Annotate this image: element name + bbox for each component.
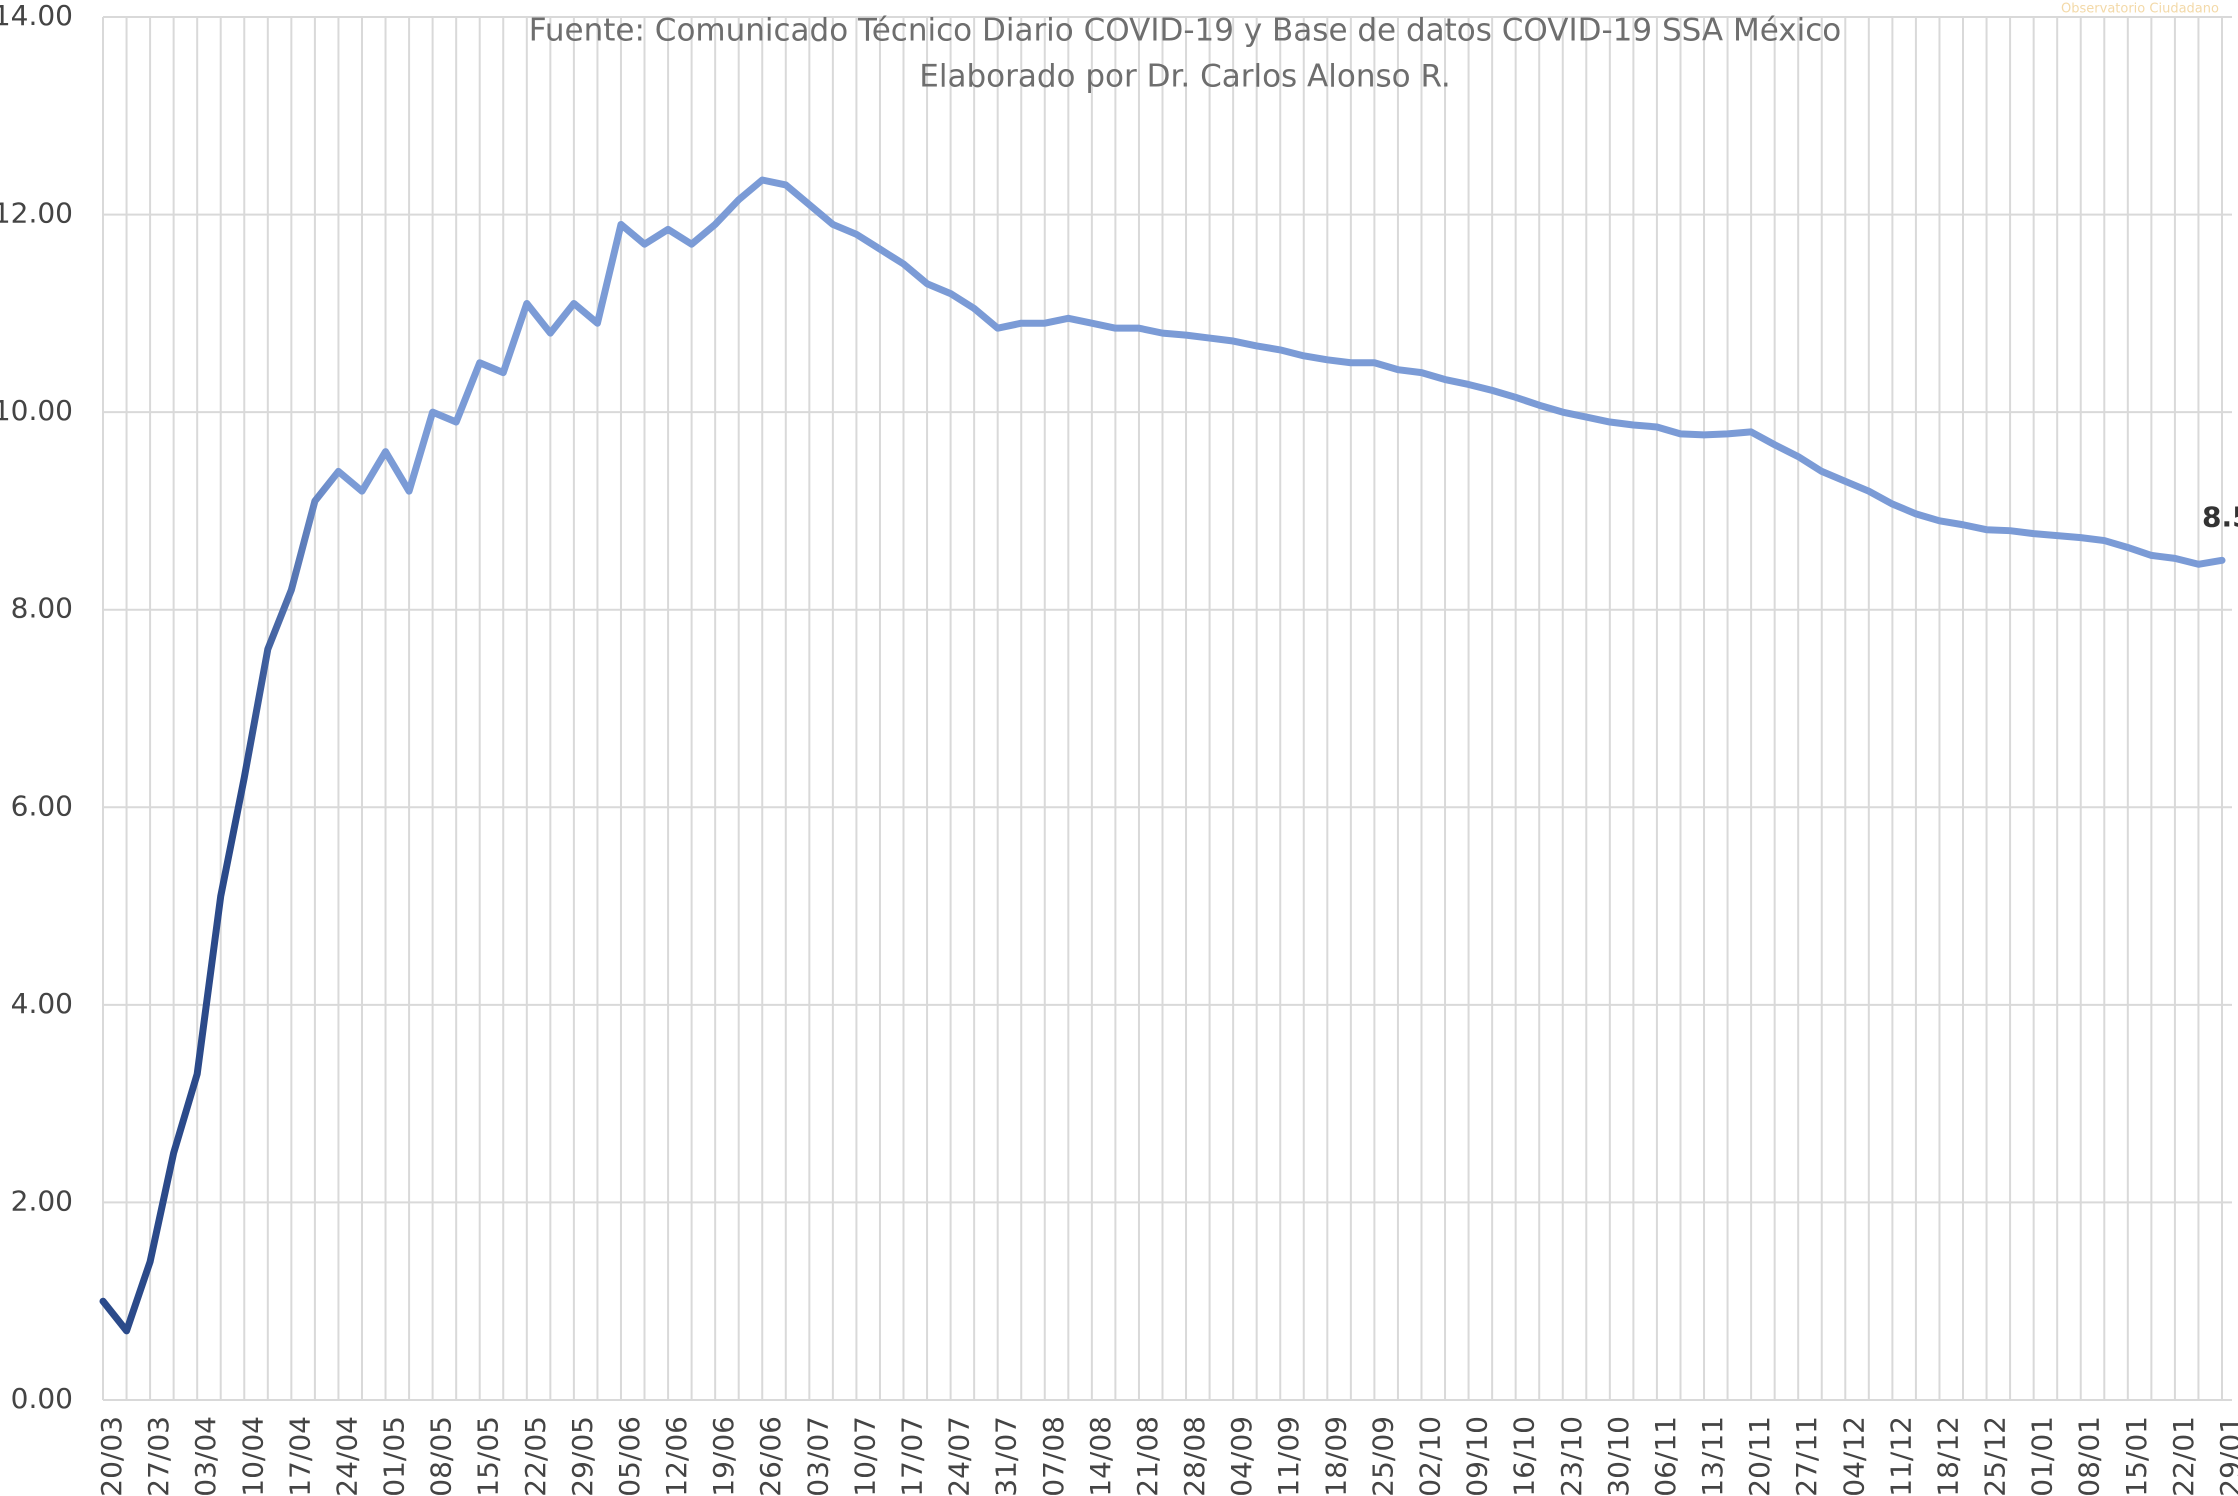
x-tick-label: 11/09 (1272, 1416, 1305, 1496)
x-tick-label: 20/11 (1743, 1416, 1776, 1496)
x-tick-label: 25/12 (1979, 1416, 2012, 1496)
y-tick-label: 14.00 (0, 0, 73, 32)
y-tick-label: 10.00 (0, 394, 73, 427)
x-tick-label: 30/10 (1602, 1416, 1635, 1496)
y-tick-label: 2.00 (11, 1184, 73, 1217)
x-tick-label: 09/10 (1461, 1416, 1494, 1496)
y-tick-label: 12.00 (0, 197, 73, 230)
x-tick-label: 27/03 (142, 1416, 175, 1496)
x-tick-label: 17/07 (896, 1416, 929, 1496)
x-tick-label: 04/09 (1225, 1416, 1258, 1496)
x-tick-label: 27/11 (1790, 1416, 1823, 1496)
x-tick-label: 24/04 (330, 1416, 363, 1496)
x-tick-label: 18/12 (1931, 1416, 1964, 1496)
x-tick-label: 03/07 (801, 1416, 834, 1496)
subtitle: Elaborado por Dr. Carlos Alonso R. (919, 59, 1450, 95)
x-tick-label: 01/05 (378, 1416, 411, 1496)
x-tick-label: 16/10 (1508, 1416, 1541, 1496)
x-tick-label: 19/06 (707, 1416, 740, 1496)
x-tick-label: 13/11 (1696, 1416, 1729, 1496)
x-tick-label: 06/11 (1649, 1416, 1682, 1496)
x-tick-label: 01/01 (2026, 1416, 2059, 1496)
x-tick-label: 20/03 (95, 1416, 128, 1496)
x-tick-label: 11/12 (1884, 1416, 1917, 1496)
line (99, 176, 2226, 1335)
x-tick-label: 10/04 (236, 1416, 269, 1496)
subtitle: Fuente: Comunicado Técnico Diario COVID-… (529, 13, 1841, 49)
x-tick-label: 22/01 (2167, 1416, 2200, 1496)
x-tick-label: 25/09 (1366, 1416, 1399, 1496)
x-tick-label: 10/07 (848, 1416, 881, 1496)
y-tick-label: 4.00 (11, 987, 73, 1020)
y-tick-label: 8.00 (11, 592, 73, 625)
x-tick-label: 07/08 (1037, 1416, 1070, 1496)
x-tick-label: 12/06 (660, 1416, 693, 1496)
x-tick-label: 03/04 (189, 1416, 222, 1496)
x-tick-label: 22/05 (519, 1416, 552, 1496)
x-tick-label: 29/01 (2214, 1416, 2238, 1496)
x-tick-label: 21/08 (1131, 1416, 1164, 1496)
x-tick-label: 23/10 (1555, 1416, 1588, 1496)
x-tick-label: 15/05 (472, 1416, 505, 1496)
x-tick-label: 15/01 (2120, 1416, 2153, 1496)
x-tick-label: 02/10 (1413, 1416, 1446, 1496)
x-tick-label: 18/09 (1319, 1416, 1352, 1496)
x-tick-label: 14/08 (1084, 1416, 1117, 1496)
x-tick-label: 08/01 (2073, 1416, 2106, 1496)
y-tick-label: 0.00 (11, 1382, 73, 1415)
x-tick-label: 26/06 (754, 1416, 787, 1496)
y-tick-label: 6.00 (11, 789, 73, 822)
x-tick-label: 08/05 (425, 1416, 458, 1496)
watermark: Observatorio Ciudadano (2061, 2, 2219, 17)
x-tick-label: 24/07 (943, 1416, 976, 1496)
x-tick-label: 31/07 (990, 1416, 1023, 1496)
x-tick-label: 28/08 (1178, 1416, 1211, 1496)
x-tick-label: 17/04 (283, 1416, 316, 1496)
end-label: 8.5 (2202, 500, 2238, 533)
x-tick-label: 04/12 (1837, 1416, 1870, 1496)
x-tick-label: 29/05 (566, 1416, 599, 1496)
x-tick-label: 05/06 (613, 1416, 646, 1496)
